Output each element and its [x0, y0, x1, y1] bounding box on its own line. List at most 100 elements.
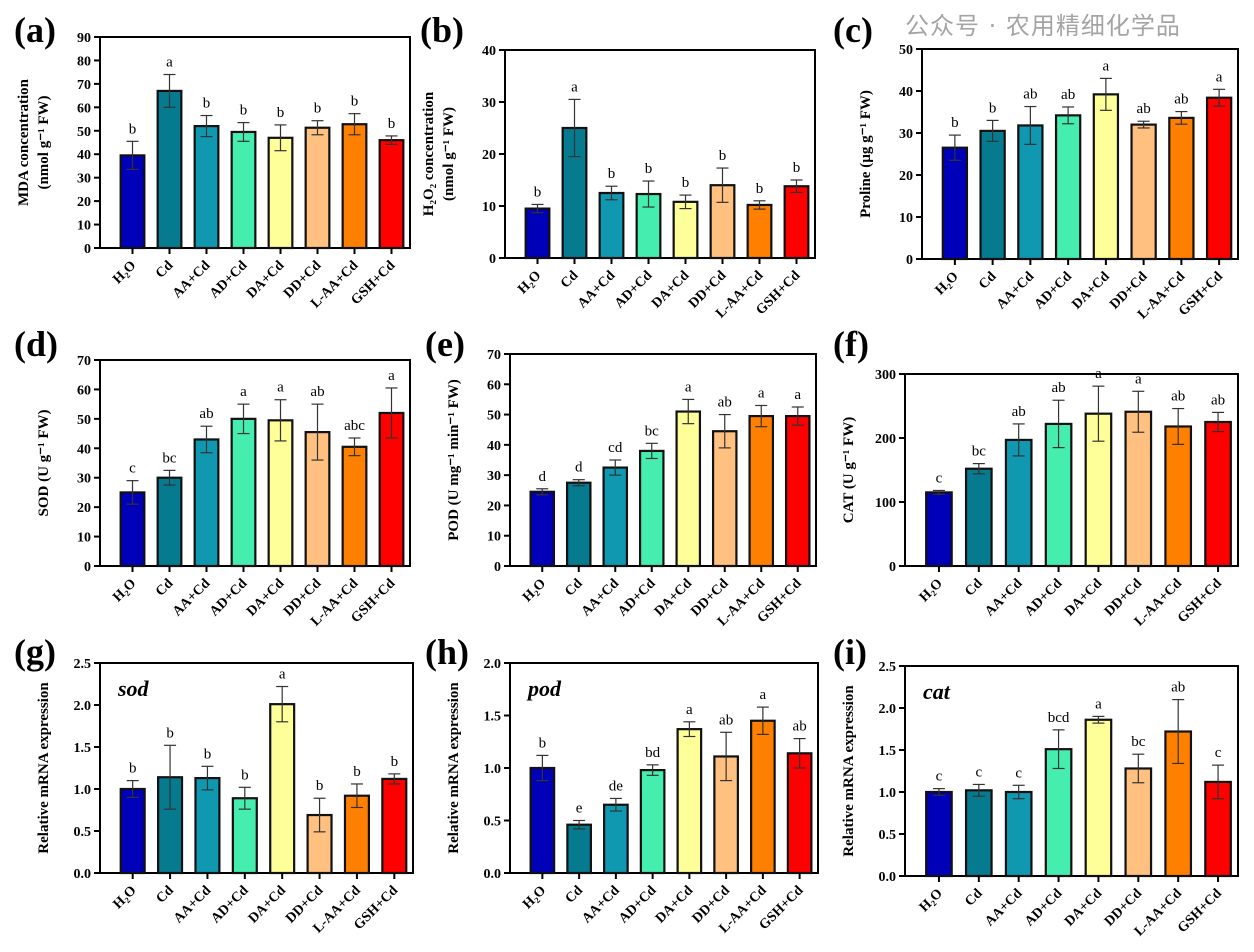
panel-label: (g) — [14, 632, 56, 672]
y-tick-label: 0.0 — [74, 867, 92, 882]
x-tick-label: GSH+Cd — [1175, 576, 1225, 626]
significance-letter: cd — [608, 440, 623, 456]
significance-letter: ab — [199, 406, 213, 422]
bar — [1130, 123, 1157, 261]
significance-letter: bc — [162, 450, 177, 466]
significance-letter: b — [166, 725, 174, 741]
bar — [1084, 718, 1113, 878]
bar — [1124, 767, 1153, 878]
bar — [711, 430, 738, 568]
significance-letter: b — [951, 115, 959, 131]
y-axis-label: (nmol g⁻¹ FW) — [36, 95, 52, 189]
panel-label: (d) — [14, 324, 58, 364]
bar — [784, 414, 811, 568]
y-tick-label: 40 — [899, 85, 913, 100]
significance-letter: ab — [719, 712, 733, 728]
bar — [964, 467, 993, 568]
y-tick-label: 50 — [899, 43, 913, 58]
bar — [1004, 438, 1033, 568]
panel-i: (i) 0.0 0.5 1.0 1.5 2.0 2.5 Relative mRNA expre… — [833, 632, 1239, 939]
significance-letter: a — [1216, 69, 1223, 85]
significance-letter: d — [539, 469, 547, 485]
bar — [529, 766, 556, 875]
bar — [1205, 96, 1233, 261]
x-tick-label: Cd — [153, 258, 176, 281]
significance-letter: b — [240, 103, 248, 119]
x-tick-label: Cd — [962, 886, 985, 909]
y-tick-label: 20 — [77, 501, 91, 516]
bar — [267, 136, 294, 250]
significance-letter: b — [314, 101, 322, 117]
y-tick-label: 0.0 — [484, 867, 502, 882]
bar — [156, 476, 183, 568]
significance-letter: a — [571, 79, 578, 95]
y-tick-label: 0 — [84, 242, 91, 257]
significance-letter: ab — [1137, 101, 1151, 117]
y-tick-label: 10 — [482, 200, 496, 215]
panel-label: (e) — [425, 324, 465, 364]
y-tick-label: 0 — [84, 560, 91, 575]
bar — [1124, 410, 1153, 568]
y-tick-label: 70 — [77, 78, 91, 93]
bar — [598, 191, 625, 260]
bar — [672, 200, 699, 260]
x-tick-label: DA+Cd — [652, 576, 695, 619]
y-tick-label: 2.0 — [484, 657, 502, 672]
significance-letter: a — [686, 702, 693, 718]
y-tick-label: 1.0 — [74, 783, 92, 798]
x-tick-label: AD+Cd — [208, 883, 251, 926]
significance-letter: b — [645, 161, 653, 177]
bar — [602, 466, 629, 568]
bar — [524, 207, 551, 260]
y-tick-label: 50 — [77, 413, 91, 428]
bar — [603, 803, 629, 875]
y-tick-label: 1.5 — [74, 741, 92, 756]
bar — [304, 126, 331, 250]
y-tick-label: 0.0 — [879, 870, 897, 885]
significance-letter: b — [388, 116, 396, 132]
significance-letter: b — [793, 160, 801, 176]
gene-label: sod — [117, 676, 150, 701]
y-axis-label: Proline (µg g⁻¹ FW) — [858, 90, 874, 218]
panel-g: (g) 0.0 0.5 1.0 1.5 2.0 2.5 Relative mRNA expre… — [14, 632, 414, 936]
significance-letter: b — [351, 94, 359, 110]
x-tick-label: AA+Cd — [982, 576, 1025, 619]
x-tick-label: Cd — [153, 576, 176, 599]
bar — [748, 414, 775, 568]
significance-letter: b — [203, 96, 211, 112]
y-tick-label: 10 — [77, 531, 91, 546]
y-tick-label: 30 — [487, 469, 501, 484]
significance-letter: a — [1135, 371, 1142, 387]
significance-letter: a — [277, 380, 284, 396]
y-tick-label: 50 — [77, 125, 91, 140]
x-tick-label: H₂O — [917, 886, 946, 915]
y-tick-label: 100 — [875, 496, 896, 511]
bar — [341, 123, 368, 250]
significance-letter: bd — [645, 745, 661, 761]
bar — [119, 787, 146, 875]
x-tick-label: AD+Cd — [1022, 576, 1065, 619]
x-tick-label: AD+Cd — [1022, 886, 1065, 929]
significance-letter: ab — [1174, 92, 1188, 108]
y-tick-label: 200 — [875, 432, 896, 447]
x-tick-label: H₂O — [515, 268, 544, 297]
significance-letter: b — [277, 105, 285, 121]
x-tick-label: H₂O — [110, 576, 139, 605]
significance-letter: d — [575, 460, 583, 476]
bar — [1204, 420, 1232, 568]
significance-letter: b — [204, 746, 212, 762]
bar — [1054, 114, 1082, 261]
panel-d: (d) 0 10 20 30 40 50 60 70 SOD (U g⁻¹ FW) c H₂O bc Cd… — [14, 324, 411, 629]
x-tick-label: Cd — [562, 576, 585, 599]
gene-label: pod — [526, 676, 562, 701]
significance-letter: ab — [1051, 380, 1065, 396]
x-tick-label: AD+Cd — [207, 576, 250, 619]
bar — [378, 139, 405, 250]
significance-letter: ab — [1211, 392, 1225, 408]
x-tick-label: AA+Cd — [994, 269, 1037, 312]
x-tick-label: AA+Cd — [170, 258, 213, 301]
x-tick-label: H₂O — [520, 576, 549, 605]
significance-letter: a — [240, 384, 247, 400]
panel-label: (i) — [833, 632, 867, 672]
bar — [267, 419, 294, 568]
